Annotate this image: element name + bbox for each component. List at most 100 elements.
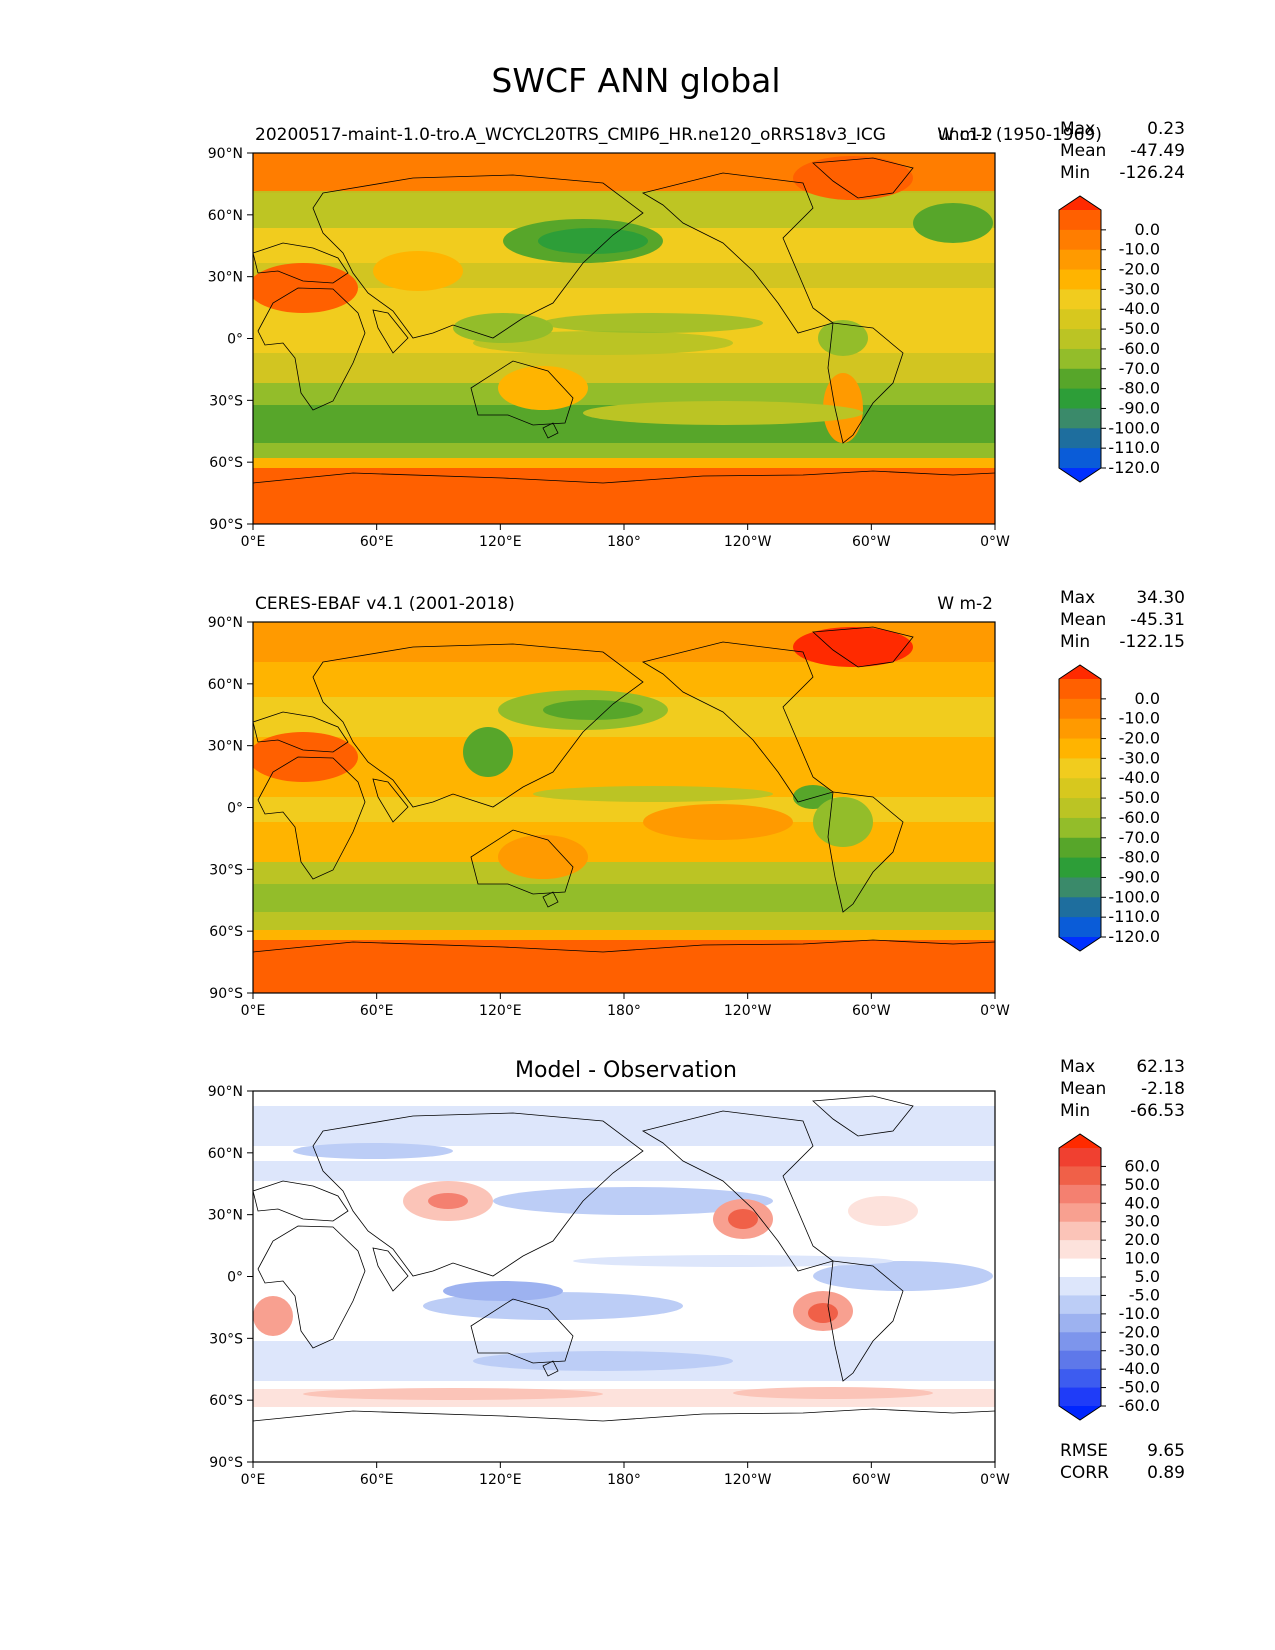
colorbar-swatch bbox=[1059, 269, 1101, 290]
colorbar-label: -10.0 bbox=[1119, 709, 1160, 728]
colorbar-label: -80.0 bbox=[1119, 379, 1160, 398]
colorbar-label: -50.0 bbox=[1119, 788, 1160, 807]
lat-tick-label: 0° bbox=[227, 801, 243, 817]
lon-tick-label: 60°E bbox=[360, 534, 394, 550]
colorbar-swatch bbox=[1059, 1258, 1101, 1278]
lon-tick-label: 60°E bbox=[360, 1472, 394, 1488]
stat-value: -126.24 bbox=[1119, 163, 1185, 183]
map-difference bbox=[253, 1091, 995, 1462]
metric-label: CORR bbox=[1060, 1463, 1109, 1483]
colorbar-label: -70.0 bbox=[1119, 359, 1160, 378]
colorbar-swatch bbox=[1059, 289, 1101, 310]
lon-tick-label: 180° bbox=[607, 1003, 641, 1019]
lon-tick-label: 120°W bbox=[724, 534, 772, 550]
colorbar: 0.0-10.0-20.0-30.0-40.0-50.0-60.0-70.0-8… bbox=[1058, 664, 1160, 952]
stat-label: Mean bbox=[1060, 141, 1106, 161]
colorbar-swatch bbox=[1059, 210, 1101, 231]
lat-tick-label: 90°S bbox=[209, 986, 243, 1002]
colorbar-swatch bbox=[1059, 718, 1101, 740]
colorbar-extend-top bbox=[1059, 196, 1101, 210]
colorbar-swatch bbox=[1059, 817, 1101, 839]
colorbar-swatch bbox=[1059, 1221, 1101, 1241]
colorbar-label: -50.0 bbox=[1119, 1378, 1160, 1397]
colorbar-label: -100.0 bbox=[1108, 418, 1160, 437]
stat-label: Mean bbox=[1060, 1079, 1106, 1099]
colorbar-swatch bbox=[1059, 1332, 1101, 1352]
lon-tick-label: 180° bbox=[607, 1472, 641, 1488]
map-model bbox=[253, 153, 995, 524]
lat-axis: 90°N 60°N 30°N 0° 30°S 60°S 90°S bbox=[208, 146, 253, 533]
colorbar-label: 10.0 bbox=[1124, 1249, 1160, 1268]
colorbar-swatch bbox=[1059, 758, 1101, 779]
colorbar-swatch bbox=[1059, 1184, 1101, 1204]
colorbar-swatch bbox=[1059, 229, 1101, 251]
colorbar-swatch bbox=[1059, 857, 1101, 878]
lon-tick-label: 60°W bbox=[852, 1472, 891, 1488]
colorbar-label: -20.0 bbox=[1119, 260, 1160, 279]
colorbar-label: -20.0 bbox=[1119, 1322, 1160, 1341]
panel-title-left: 20200517-maint-1.0-tro.A_WCYCL20TRS_CMIP… bbox=[255, 125, 886, 145]
lon-tick-label: 0°E bbox=[241, 1472, 266, 1488]
colorbar-extend-top bbox=[1059, 1134, 1101, 1148]
colorbar-extend-bottom bbox=[1059, 468, 1101, 482]
colorbar-label: -100.0 bbox=[1108, 887, 1160, 906]
colorbar-swatch bbox=[1059, 897, 1101, 918]
map-observation bbox=[253, 622, 995, 993]
colorbar-swatch bbox=[1059, 348, 1101, 370]
colorbar-label: -30.0 bbox=[1119, 748, 1160, 767]
panel-title-extra: unc11 (1950-1969) bbox=[938, 125, 1102, 145]
colorbar-swatch bbox=[1059, 877, 1101, 898]
stat-value: -47.49 bbox=[1130, 141, 1185, 161]
colorbar-label: -110.0 bbox=[1108, 438, 1160, 457]
lon-tick-label: 60°W bbox=[852, 1003, 891, 1019]
metric-label: RMSE bbox=[1060, 1441, 1108, 1461]
lat-tick-label: 30°N bbox=[208, 739, 243, 755]
colorbar-swatch bbox=[1059, 1203, 1101, 1223]
stat-value: -2.18 bbox=[1141, 1079, 1185, 1099]
colorbar-label: -120.0 bbox=[1108, 458, 1160, 477]
colorbar-swatch bbox=[1059, 368, 1101, 390]
lon-axis: 0°E 60°E 120°E 180° 120°W 60°W 0°W bbox=[241, 1462, 1010, 1488]
lon-axis: 0°E 60°E 120°E 180° 120°W 60°W 0°W bbox=[241, 524, 1010, 550]
colorbar-label: 50.0 bbox=[1124, 1175, 1160, 1194]
panel-units: W m-2 bbox=[937, 125, 993, 145]
lon-tick-label: 120°E bbox=[479, 1003, 522, 1019]
stat-label: Min bbox=[1060, 163, 1090, 183]
colorbar-label: -90.0 bbox=[1119, 867, 1160, 886]
colorbar-label: 60.0 bbox=[1124, 1156, 1160, 1175]
lat-tick-label: 60°N bbox=[208, 1146, 243, 1162]
colorbar-swatch bbox=[1059, 329, 1101, 350]
colorbar-label: -20.0 bbox=[1119, 729, 1160, 748]
stat-label: Max bbox=[1060, 1057, 1095, 1077]
colorbar-swatch bbox=[1059, 1350, 1101, 1370]
colorbar-label: -10.0 bbox=[1119, 1304, 1160, 1323]
colorbar-label: -90.0 bbox=[1119, 398, 1160, 417]
metric-value: 0.89 bbox=[1147, 1463, 1185, 1483]
lon-tick-label: 60°W bbox=[852, 534, 891, 550]
colorbar-swatch bbox=[1059, 1240, 1101, 1260]
lat-tick-label: 90°S bbox=[209, 517, 243, 533]
lon-tick-label: 0°W bbox=[980, 1003, 1010, 1019]
lat-tick-label: 0° bbox=[227, 1270, 243, 1286]
colorbar-swatch bbox=[1059, 1387, 1101, 1407]
colorbar-swatch bbox=[1059, 778, 1101, 799]
lat-tick-label: 60°N bbox=[208, 208, 243, 224]
colorbar-label: 40.0 bbox=[1124, 1193, 1160, 1212]
colorbar-label: -30.0 bbox=[1119, 279, 1160, 298]
colorbar-swatch bbox=[1059, 698, 1101, 720]
lat-tick-label: 90°S bbox=[209, 1455, 243, 1471]
lon-tick-label: 120°W bbox=[724, 1472, 772, 1488]
colorbar-label: -5.0 bbox=[1129, 1285, 1160, 1304]
colorbar-label: -10.0 bbox=[1119, 240, 1160, 259]
colorbar-swatch bbox=[1059, 1313, 1101, 1333]
stat-value: -45.31 bbox=[1130, 610, 1185, 630]
lon-tick-label: 120°E bbox=[479, 534, 522, 550]
stat-label: Mean bbox=[1060, 610, 1106, 630]
colorbar-swatch bbox=[1059, 738, 1101, 759]
colorbar-swatch bbox=[1059, 309, 1101, 330]
lon-tick-label: 0°W bbox=[980, 534, 1010, 550]
lat-tick-label: 90°N bbox=[208, 1084, 243, 1100]
colorbar-swatch bbox=[1059, 249, 1101, 271]
colorbar-label: -60.0 bbox=[1119, 339, 1160, 358]
